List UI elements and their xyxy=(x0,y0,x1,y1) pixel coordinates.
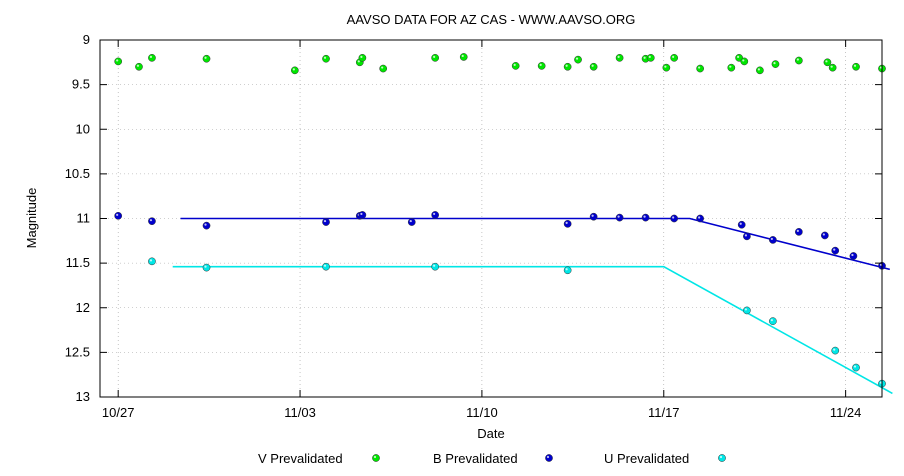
data-point-b xyxy=(563,220,572,228)
data-point-b xyxy=(696,214,704,223)
data-point-b xyxy=(589,212,598,221)
data-point-v xyxy=(537,62,546,70)
legend-marker xyxy=(718,454,726,462)
data-point-u xyxy=(563,266,572,275)
data-point-b xyxy=(769,236,777,244)
y-tick-label: 13 xyxy=(76,389,90,404)
y-tick-label: 11 xyxy=(77,211,91,226)
data-point-v xyxy=(589,62,598,71)
y-tick-label: 10 xyxy=(76,121,90,136)
data-point-v xyxy=(358,54,367,62)
data-point-v xyxy=(670,54,679,62)
data-point-b xyxy=(795,228,803,236)
data-point-v xyxy=(459,53,468,61)
data-point-u xyxy=(769,317,777,325)
legend-label: U Prevalidated xyxy=(604,451,689,466)
data-point-u xyxy=(431,262,439,271)
data-point-v xyxy=(322,54,330,63)
legend-label: V Prevalidated xyxy=(258,451,343,466)
legend-label: B Prevalidated xyxy=(433,451,518,466)
data-point-v xyxy=(291,66,299,75)
data-point-v xyxy=(756,66,764,75)
data-point-v xyxy=(135,62,143,71)
y-tick-label: 9.5 xyxy=(72,77,90,92)
data-point-v xyxy=(431,54,439,62)
data-point-b xyxy=(737,220,746,229)
fit-lines xyxy=(172,217,893,395)
data-point-b xyxy=(820,231,829,240)
data-point-u xyxy=(322,262,330,271)
y-tick-label: 9 xyxy=(83,32,90,47)
data-point-b xyxy=(615,213,624,222)
data-point-b xyxy=(670,214,679,223)
legend-marker xyxy=(545,454,553,462)
data-point-u xyxy=(743,306,751,315)
y-tick-label: 12 xyxy=(76,300,90,315)
data-point-v xyxy=(662,63,671,72)
data-point-v xyxy=(852,62,860,71)
x-tick-label: 11/10 xyxy=(466,405,498,420)
data-point-v xyxy=(823,58,832,67)
chart-title: AAVSO DATA FOR AZ CAS - WWW.AAVSO.ORG xyxy=(347,12,636,27)
data-point-b xyxy=(743,232,751,241)
data-point-v xyxy=(615,54,624,62)
x-tick-label: 10/27 xyxy=(102,405,135,420)
x-tick-label: 11/03 xyxy=(284,405,316,420)
legend: V Prevalidated B Prevalidated U Prevalidat… xyxy=(258,451,726,466)
data-point-v xyxy=(202,54,211,63)
data-point-u xyxy=(831,346,840,355)
data-point-v xyxy=(114,57,123,66)
data-point-v xyxy=(696,64,704,73)
data-point-v xyxy=(727,63,736,72)
data-point-b xyxy=(322,218,330,226)
data-point-v xyxy=(148,54,156,62)
data-point-v xyxy=(646,54,655,62)
data-point-b xyxy=(358,211,367,219)
data-point-v xyxy=(740,57,749,66)
data-points xyxy=(114,53,886,388)
data-point-v xyxy=(795,56,803,65)
data-point-b xyxy=(431,211,439,219)
x-axis-label: Date xyxy=(477,426,504,441)
data-point-v xyxy=(771,60,780,68)
data-point-b xyxy=(407,218,416,226)
data-point-b xyxy=(641,213,650,222)
axis-ticks: 9 9.5 10 10.5 11 11.5 12 12.5 13 10/27 11/03 11/10 1… xyxy=(65,32,882,420)
y-tick-label: 12.5 xyxy=(65,344,90,359)
fit-line xyxy=(172,265,893,395)
data-point-b xyxy=(202,221,211,230)
data-point-b xyxy=(831,246,840,255)
data-point-v xyxy=(379,64,388,73)
data-point-v xyxy=(574,55,582,64)
y-tick-label: 10.5 xyxy=(65,166,90,181)
data-point-b xyxy=(114,211,123,220)
legend-marker xyxy=(372,454,380,462)
data-point-u xyxy=(852,363,860,372)
data-point-v xyxy=(511,62,520,70)
data-point-v xyxy=(828,63,837,72)
x-tick-label: 11/24 xyxy=(830,405,862,420)
data-point-b xyxy=(849,252,858,260)
data-point-u xyxy=(202,263,211,272)
y-tick-label: 11.5 xyxy=(66,255,90,270)
data-point-u xyxy=(148,257,156,266)
data-point-v xyxy=(563,62,572,71)
x-tick-label: 11/17 xyxy=(648,405,680,420)
y-axis-label: Magnitude xyxy=(24,188,39,249)
data-point-b xyxy=(148,217,156,226)
fit-line xyxy=(180,217,890,271)
